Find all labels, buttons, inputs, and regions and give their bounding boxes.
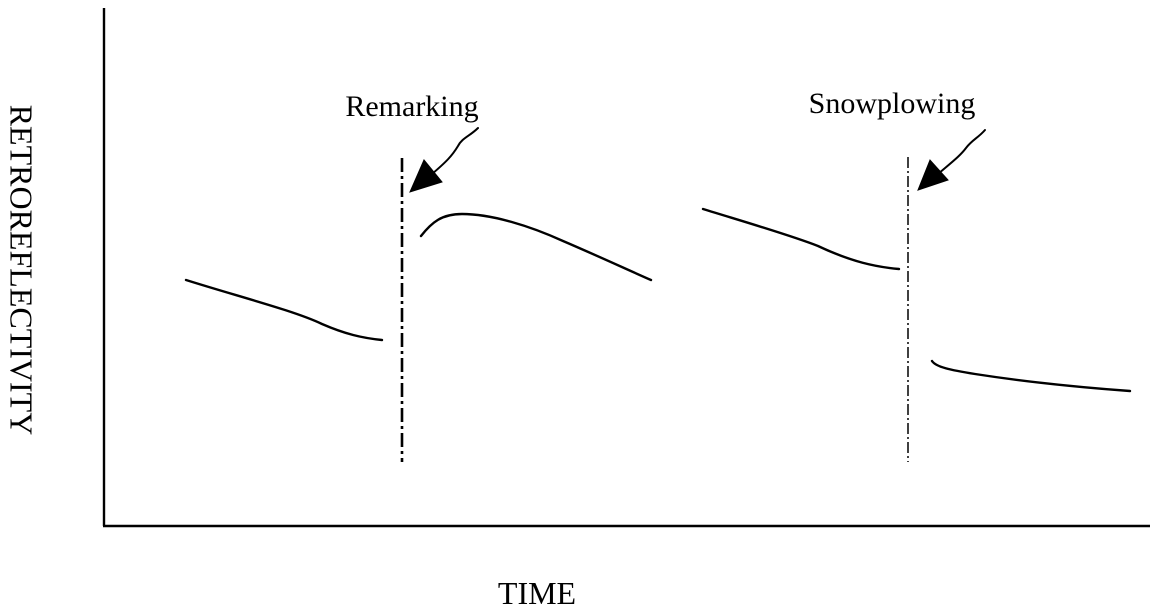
degradation-curve-after-remarking — [419, 212, 653, 282]
y-axis-title: RETROREFLECTIVITY — [4, 105, 40, 436]
snowplowing-arrow-head — [917, 159, 949, 191]
remarking-arrow-head — [409, 159, 443, 193]
remarking-arrow-shaft — [431, 127, 479, 175]
snowplowing-label: Snowplowing — [809, 87, 976, 120]
degradation-curve-initial — [184, 278, 384, 342]
degradation-curve-after-snowplowing — [930, 359, 1132, 393]
degradation-curve-pre-snowplowing — [701, 207, 901, 271]
remarking-label: Remarking — [345, 90, 478, 123]
snowplowing-arrow-shaft — [937, 129, 986, 175]
x-axis-title: TIME — [498, 575, 576, 609]
